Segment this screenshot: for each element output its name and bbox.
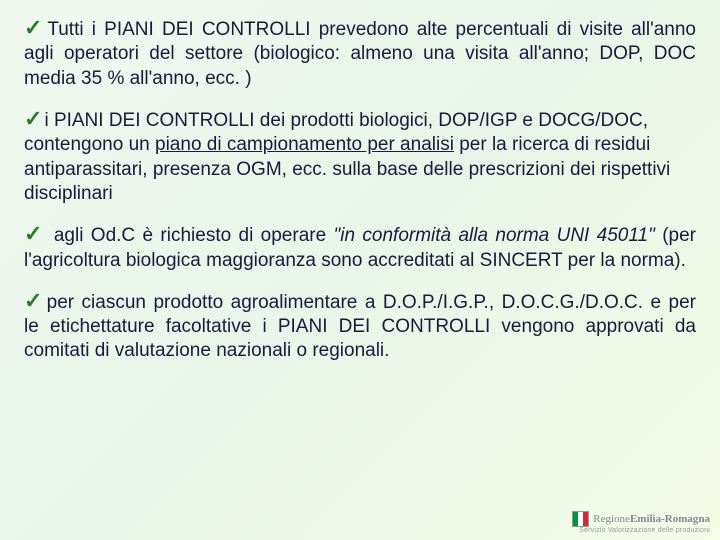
- paragraph-1-text: Tutti i PIANI DEI CONTROLLI prevedono al…: [24, 19, 696, 89]
- logo-subtitle: Servizio Valorizzazione delle produzioni: [579, 527, 710, 534]
- logo-region-text: RegioneEmilia-Romagna: [593, 513, 710, 525]
- check-icon: ✓: [24, 288, 45, 313]
- paragraph-4-text: per ciascun prodotto agroalimentare a D.…: [24, 292, 696, 362]
- check-icon: ✓: [24, 15, 45, 40]
- paragraph-2-text: i PIANI DEI CONTROLLI dei prodotti biolo…: [24, 110, 670, 204]
- italian-flag-icon: [572, 511, 589, 527]
- logo-top-row: RegioneEmilia-Romagna: [572, 511, 710, 527]
- paragraph-1: ✓Tutti i PIANI DEI CONTROLLI prevedono a…: [24, 14, 696, 91]
- slide-content: ✓Tutti i PIANI DEI CONTROLLI prevedono a…: [0, 0, 720, 364]
- check-icon: ✓: [24, 106, 42, 131]
- paragraph-3: ✓ agli Od.C è richiesto di operare "in c…: [24, 220, 696, 273]
- footer-logo: RegioneEmilia-Romagna Servizio Valorizza…: [572, 511, 710, 534]
- check-icon: ✓: [24, 221, 45, 246]
- paragraph-4: ✓per ciascun prodotto agroalimentare a D…: [24, 287, 696, 364]
- paragraph-3-text: agli Od.C è richiesto di operare "in con…: [24, 225, 696, 270]
- region-logo: RegioneEmilia-Romagna Servizio Valorizza…: [572, 511, 710, 534]
- paragraph-2: ✓i PIANI DEI CONTROLLI dei prodotti biol…: [24, 105, 696, 206]
